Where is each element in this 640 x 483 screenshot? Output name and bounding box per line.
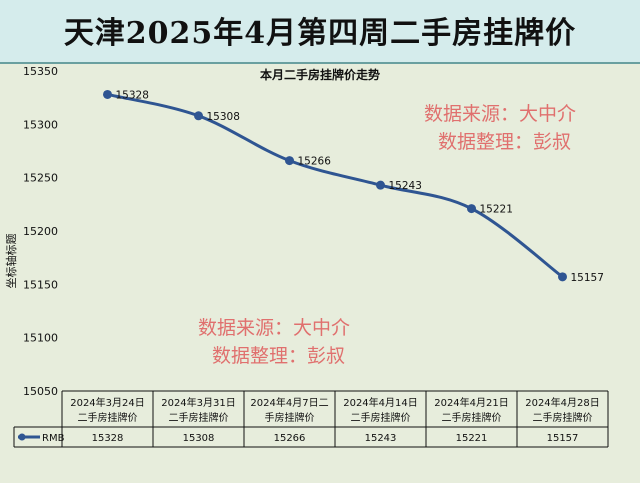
data-point <box>194 111 203 121</box>
x-category-label-line1: 2024年4月14日 <box>343 396 418 409</box>
data-label: 15243 <box>389 180 422 192</box>
x-category-label-line2: 二手房挂牌价 <box>169 411 229 424</box>
legend-series-name: RMB <box>42 433 65 444</box>
data-point <box>285 156 294 166</box>
data-point <box>376 180 385 190</box>
table-value-cell: 15157 <box>547 433 579 444</box>
y-tick-label: 15300 <box>23 118 58 131</box>
data-label: 15266 <box>298 156 332 168</box>
data-label: 15328 <box>116 89 149 101</box>
chart-area: 本月二手房挂牌价走势 坐标轴标题 15050 15100 15150 15200 152… <box>0 64 640 483</box>
x-category-label-line2: 二手房挂牌价 <box>351 411 411 424</box>
x-category-label-line2: 二手房挂牌价 <box>442 411 502 424</box>
watermark-top-line1: 数据来源：大中介 <box>424 103 576 125</box>
y-tick-label: 15100 <box>23 332 58 345</box>
page-title: 天津2025年4月第四周二手房挂牌价 <box>63 16 577 51</box>
data-point <box>467 204 476 214</box>
x-category-label-line2: 手房挂牌价 <box>265 411 315 424</box>
table-value-cell: 15243 <box>365 433 397 444</box>
x-category-label-line1: 2024年4月28日 <box>525 396 600 409</box>
data-point <box>558 272 567 282</box>
series-line-rmb <box>106 92 564 279</box>
x-category-label-line1: 2024年3月24日 <box>70 396 145 409</box>
y-tick-label: 15200 <box>23 225 58 238</box>
watermark-mid-line1: 数据来源：大中介 <box>198 317 350 339</box>
line-chart: 本月二手房挂牌价走势 坐标轴标题 15050 15100 15150 15200 152… <box>4 65 609 448</box>
x-category-label-line1: 2024年3月31日 <box>161 396 236 409</box>
x-category-label-line2: 二手房挂牌价 <box>533 411 593 424</box>
x-category-label-line2: 二手房挂牌价 <box>78 411 138 424</box>
table-value-cell: 15221 <box>456 433 488 444</box>
y-tick-label: 15050 <box>23 385 58 398</box>
data-point <box>103 89 112 99</box>
table-value-cell: 15308 <box>183 433 215 444</box>
y-tick-label: 15150 <box>23 278 58 291</box>
data-label: 15221 <box>480 204 513 216</box>
data-label: 15157 <box>571 272 604 284</box>
watermark-top-line2: 数据整理：彭叔 <box>438 131 571 153</box>
y-axis-title: 坐标轴标题 <box>4 234 18 289</box>
title-banner: 天津2025年4月第四周二手房挂牌价 <box>0 0 640 64</box>
x-category-label-line1: 2024年4月7日二 <box>250 396 328 409</box>
y-tick-label: 15250 <box>23 172 58 185</box>
x-category-label-line1: 2024年4月21日 <box>434 396 509 409</box>
chart-title: 本月二手房挂牌价走势 <box>260 67 380 82</box>
y-tick-label: 15350 <box>23 65 58 78</box>
table-value-cell: 15328 <box>92 433 124 444</box>
legend-marker-key <box>18 433 26 441</box>
data-label: 15308 <box>207 111 240 123</box>
table-value-cell: 15266 <box>274 433 306 444</box>
watermark-mid-line2: 数据整理：彭叔 <box>212 345 345 367</box>
